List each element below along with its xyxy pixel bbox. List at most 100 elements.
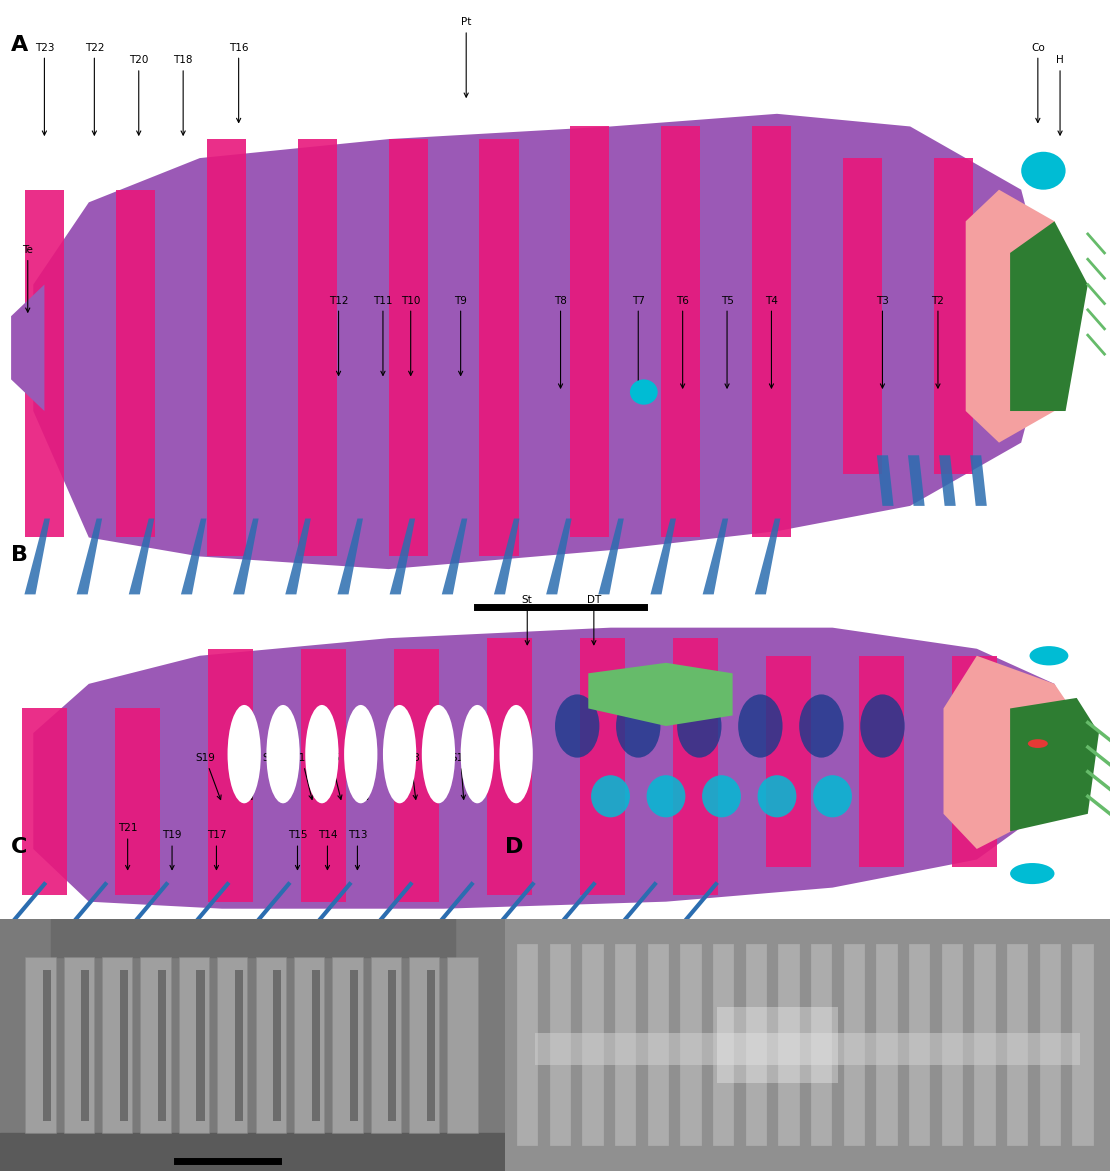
Ellipse shape [228,705,261,803]
Text: B: B [11,545,28,564]
Polygon shape [703,519,728,595]
Polygon shape [480,139,518,556]
Text: S17: S17 [262,753,286,800]
Text: T23: T23 [34,42,54,135]
Ellipse shape [677,694,722,758]
Polygon shape [844,158,882,474]
Polygon shape [934,158,973,474]
Ellipse shape [344,705,377,803]
Polygon shape [680,944,702,1145]
Polygon shape [332,957,363,1134]
Text: S19: S19 [195,753,221,800]
Polygon shape [535,1033,1080,1066]
Ellipse shape [630,379,657,405]
Polygon shape [615,944,636,1145]
Text: T20: T20 [129,55,149,135]
Polygon shape [273,970,281,1121]
Text: S16: S16 [292,753,313,800]
Text: C: C [11,837,28,857]
Polygon shape [1007,944,1028,1145]
Polygon shape [442,519,467,595]
Text: T22: T22 [84,42,104,135]
Ellipse shape [703,775,741,817]
Ellipse shape [799,694,844,758]
Ellipse shape [383,705,416,803]
Polygon shape [970,456,987,506]
Text: S14: S14 [347,753,369,800]
Polygon shape [877,944,898,1145]
Polygon shape [388,139,427,556]
Polygon shape [549,944,571,1145]
Polygon shape [778,944,799,1145]
Polygon shape [939,456,956,506]
Polygon shape [11,285,44,411]
Polygon shape [908,456,925,506]
Polygon shape [966,190,1077,443]
Polygon shape [650,519,676,595]
Polygon shape [746,944,767,1145]
Ellipse shape [738,694,783,758]
Ellipse shape [616,694,660,758]
Polygon shape [766,656,810,867]
Text: Pt: Pt [461,18,472,97]
Ellipse shape [1010,863,1054,884]
Text: St: St [522,595,533,645]
Polygon shape [24,190,64,537]
Text: T19: T19 [162,830,182,870]
Ellipse shape [860,694,905,758]
Polygon shape [975,944,996,1145]
Polygon shape [941,944,963,1145]
Polygon shape [24,519,50,595]
Text: T3: T3 [876,295,889,388]
Polygon shape [674,638,718,895]
Polygon shape [26,957,56,1134]
Polygon shape [598,519,624,595]
Text: T17: T17 [206,830,226,870]
Text: T5: T5 [720,295,734,388]
Polygon shape [337,519,363,595]
Text: H: H [1057,55,1063,135]
Polygon shape [713,944,735,1145]
Text: S15: S15 [321,753,342,800]
Polygon shape [394,649,438,902]
Polygon shape [1040,944,1061,1145]
Text: T6: T6 [676,295,689,388]
Polygon shape [255,957,286,1134]
Polygon shape [33,114,1054,569]
Polygon shape [859,656,904,867]
Polygon shape [120,970,128,1121]
Ellipse shape [647,775,686,817]
Polygon shape [388,970,396,1121]
Polygon shape [158,970,166,1121]
Text: D: D [505,837,524,857]
Polygon shape [196,970,204,1121]
Polygon shape [297,139,336,556]
Polygon shape [447,957,477,1134]
Text: A: A [11,35,29,55]
Polygon shape [571,126,609,537]
Polygon shape [0,919,505,1171]
Polygon shape [301,649,345,902]
Text: T11: T11 [373,295,393,376]
Polygon shape [717,1007,838,1083]
Polygon shape [209,649,253,902]
Text: DT: DT [587,595,601,645]
Polygon shape [81,970,90,1121]
Ellipse shape [500,705,533,803]
Polygon shape [140,957,171,1134]
Text: T8: T8 [554,295,567,388]
Polygon shape [588,663,733,726]
Polygon shape [811,944,832,1145]
Text: T12: T12 [329,295,349,376]
Polygon shape [390,519,415,595]
Text: T9: T9 [454,295,467,376]
Ellipse shape [305,705,339,803]
Text: T16: T16 [229,42,249,123]
Polygon shape [181,519,206,595]
Polygon shape [755,519,780,595]
Polygon shape [426,970,435,1121]
Polygon shape [844,944,865,1145]
Polygon shape [517,944,538,1145]
Text: Co: Co [1031,42,1045,123]
Polygon shape [115,708,160,895]
